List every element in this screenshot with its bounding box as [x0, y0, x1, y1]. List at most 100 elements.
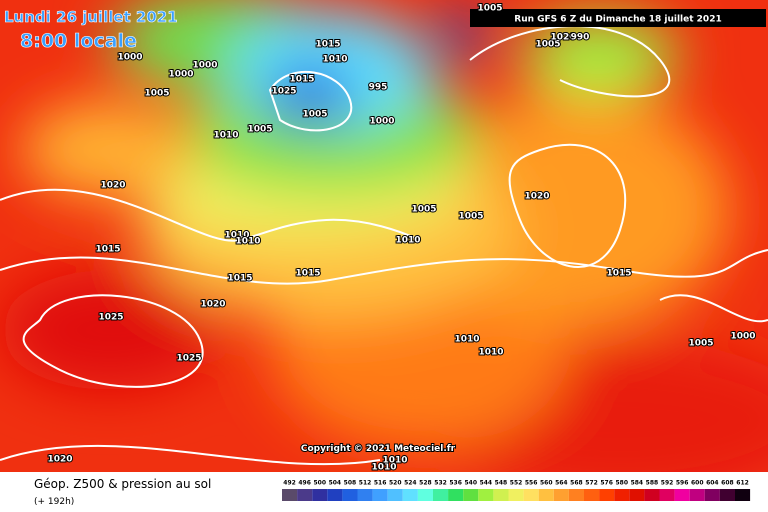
colorbar-swatch	[493, 489, 509, 501]
colorbar-label: 540	[464, 480, 477, 487]
date: Lundi 26 juillet 2021	[4, 8, 178, 26]
isobar-label: 1000	[730, 332, 755, 342]
colorbar-label: 548	[495, 480, 508, 487]
colorbar-label: 604	[706, 480, 719, 487]
colorbar-swatch	[282, 489, 298, 501]
colorbar-swatch	[735, 489, 751, 501]
isobar-label: 1005	[477, 4, 502, 14]
isobar-label: 1000	[192, 61, 217, 71]
isobar-label: 990	[571, 33, 590, 43]
isobar-label: 1015	[227, 274, 252, 284]
colorbar-label: 608	[721, 480, 734, 487]
isobar-label: 1010	[395, 236, 420, 246]
colorbar-swatch	[538, 489, 554, 501]
colorbar-label: 492	[283, 480, 296, 487]
isobar-label: 1015	[95, 245, 120, 255]
colorbar-swatch	[659, 489, 675, 501]
isobar-label: 1020	[200, 300, 225, 310]
colorbar-swatch	[523, 489, 539, 501]
colorbar-swatch	[568, 489, 584, 501]
colorbar-label: 504	[329, 480, 342, 487]
isobar-label: 1020	[550, 33, 575, 43]
colorbar-swatch	[312, 489, 328, 501]
isobar-label: 1005	[247, 125, 272, 135]
lead-time: (+ 192h)	[34, 497, 74, 507]
isobar-label: 1005	[535, 40, 560, 50]
isobar-label: 1025	[271, 87, 296, 97]
colorbar-label: 508	[344, 480, 357, 487]
colorbar-label: 572	[585, 480, 598, 487]
colorbar-swatch	[433, 489, 449, 501]
isobar-label: 995	[369, 83, 388, 93]
colorbar-label: 496	[298, 480, 311, 487]
colorbar-swatch	[327, 489, 343, 501]
colorbar-swatch	[689, 489, 705, 501]
isobar-label: 1010	[213, 131, 238, 141]
isobar-label: 1015	[289, 75, 314, 85]
colorbar-swatch	[599, 489, 615, 501]
colorbar-swatch	[402, 489, 418, 501]
isobar-label: 1025	[176, 354, 201, 364]
isobar-label: 1025	[98, 313, 123, 323]
colorbar-swatch	[448, 489, 464, 501]
colorbar-label: 596	[676, 480, 689, 487]
isobar-label: 1000	[369, 117, 394, 127]
colorbar-label: 584	[631, 480, 644, 487]
geopotential-field	[0, 0, 768, 500]
isobar-label: 1005	[411, 205, 436, 215]
colorbar-swatch	[342, 489, 358, 501]
colorbar-label: 568	[570, 480, 583, 487]
colorbar-label: 552	[510, 480, 523, 487]
colorbar-label: 512	[359, 480, 372, 487]
isobars	[0, 25, 768, 466]
isobar-label: 1005	[302, 110, 327, 120]
isobar-label: 1015	[295, 269, 320, 279]
colorbar-label: 592	[661, 480, 674, 487]
isobar-label: 1005	[458, 212, 483, 222]
colorbar-swatch	[297, 489, 313, 501]
colorbar-label: 560	[540, 480, 553, 487]
colorbar-swatch	[387, 489, 403, 501]
colorbar-swatch	[674, 489, 690, 501]
isobar-label: 1015	[315, 40, 340, 50]
colorbar-swatch	[553, 489, 569, 501]
isobar-label: 1000	[117, 53, 142, 63]
colorbar-swatch	[644, 489, 660, 501]
colorbar-label: 612	[736, 480, 749, 487]
colorbar-swatch	[417, 489, 433, 501]
colorbar-label: 600	[691, 480, 704, 487]
colorbar-label: 528	[419, 480, 432, 487]
colorbar-swatch	[614, 489, 630, 501]
isobar-label: 1005	[688, 339, 713, 349]
isobar-label: 1010	[478, 348, 503, 358]
isobar-label: 1020	[47, 455, 72, 465]
colorbar-label: 576	[600, 480, 613, 487]
run-box	[470, 9, 766, 27]
colorbar-label: 580	[615, 480, 628, 487]
colorbar-label: 564	[555, 480, 568, 487]
isobar-label: 1010	[371, 463, 396, 473]
colorbar-label: 524	[404, 480, 417, 487]
isobar-label: 1015	[606, 269, 631, 279]
copyright: Copyright © 2021 Meteociel.fr	[301, 444, 456, 454]
isobar-label: 1000	[168, 70, 193, 80]
run-info: Run GFS 6 Z du Dimanche 18 juillet 2021	[514, 15, 721, 25]
colorbar-label: 516	[374, 480, 387, 487]
colorbar-swatch	[584, 489, 600, 501]
colorbar-label: 544	[480, 480, 493, 487]
map-title: Géop. Z500 & pression au sol	[34, 477, 211, 491]
colorbar-swatch	[629, 489, 645, 501]
colorbar-swatch	[463, 489, 479, 501]
colorbar-swatch	[478, 489, 494, 501]
isobar-label: 1010	[322, 55, 347, 65]
colorbar-label: 520	[389, 480, 402, 487]
colorbar-swatch	[508, 489, 524, 501]
isobar-label: 1010	[454, 335, 479, 345]
isobar-label: 1020	[100, 181, 125, 191]
colorbar-swatch	[719, 489, 735, 501]
colorbar-swatch	[372, 489, 388, 501]
isobar-label: 1005	[144, 89, 169, 99]
